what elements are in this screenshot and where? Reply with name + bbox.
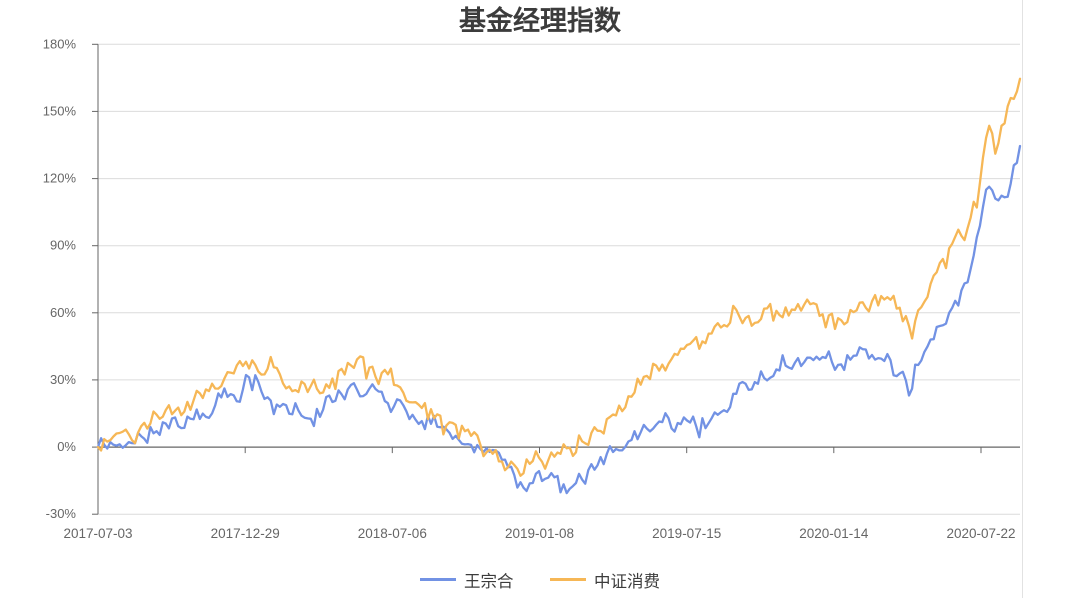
svg-text:-30%: -30% <box>46 506 77 521</box>
svg-text:2020-07-22: 2020-07-22 <box>946 526 1015 541</box>
svg-text:90%: 90% <box>50 238 76 253</box>
svg-text:2017-12-29: 2017-12-29 <box>211 526 280 541</box>
svg-text:2019-07-15: 2019-07-15 <box>652 526 721 541</box>
svg-text:2020-01-14: 2020-01-14 <box>799 526 869 541</box>
svg-text:180%: 180% <box>43 36 77 51</box>
svg-text:60%: 60% <box>50 305 76 320</box>
svg-text:2018-07-06: 2018-07-06 <box>358 526 427 541</box>
svg-text:2019-01-08: 2019-01-08 <box>505 526 574 541</box>
svg-text:30%: 30% <box>50 372 76 387</box>
svg-text:150%: 150% <box>43 103 77 118</box>
svg-text:2017-07-03: 2017-07-03 <box>63 526 132 541</box>
svg-text:0%: 0% <box>57 439 76 454</box>
svg-text:120%: 120% <box>43 171 77 186</box>
